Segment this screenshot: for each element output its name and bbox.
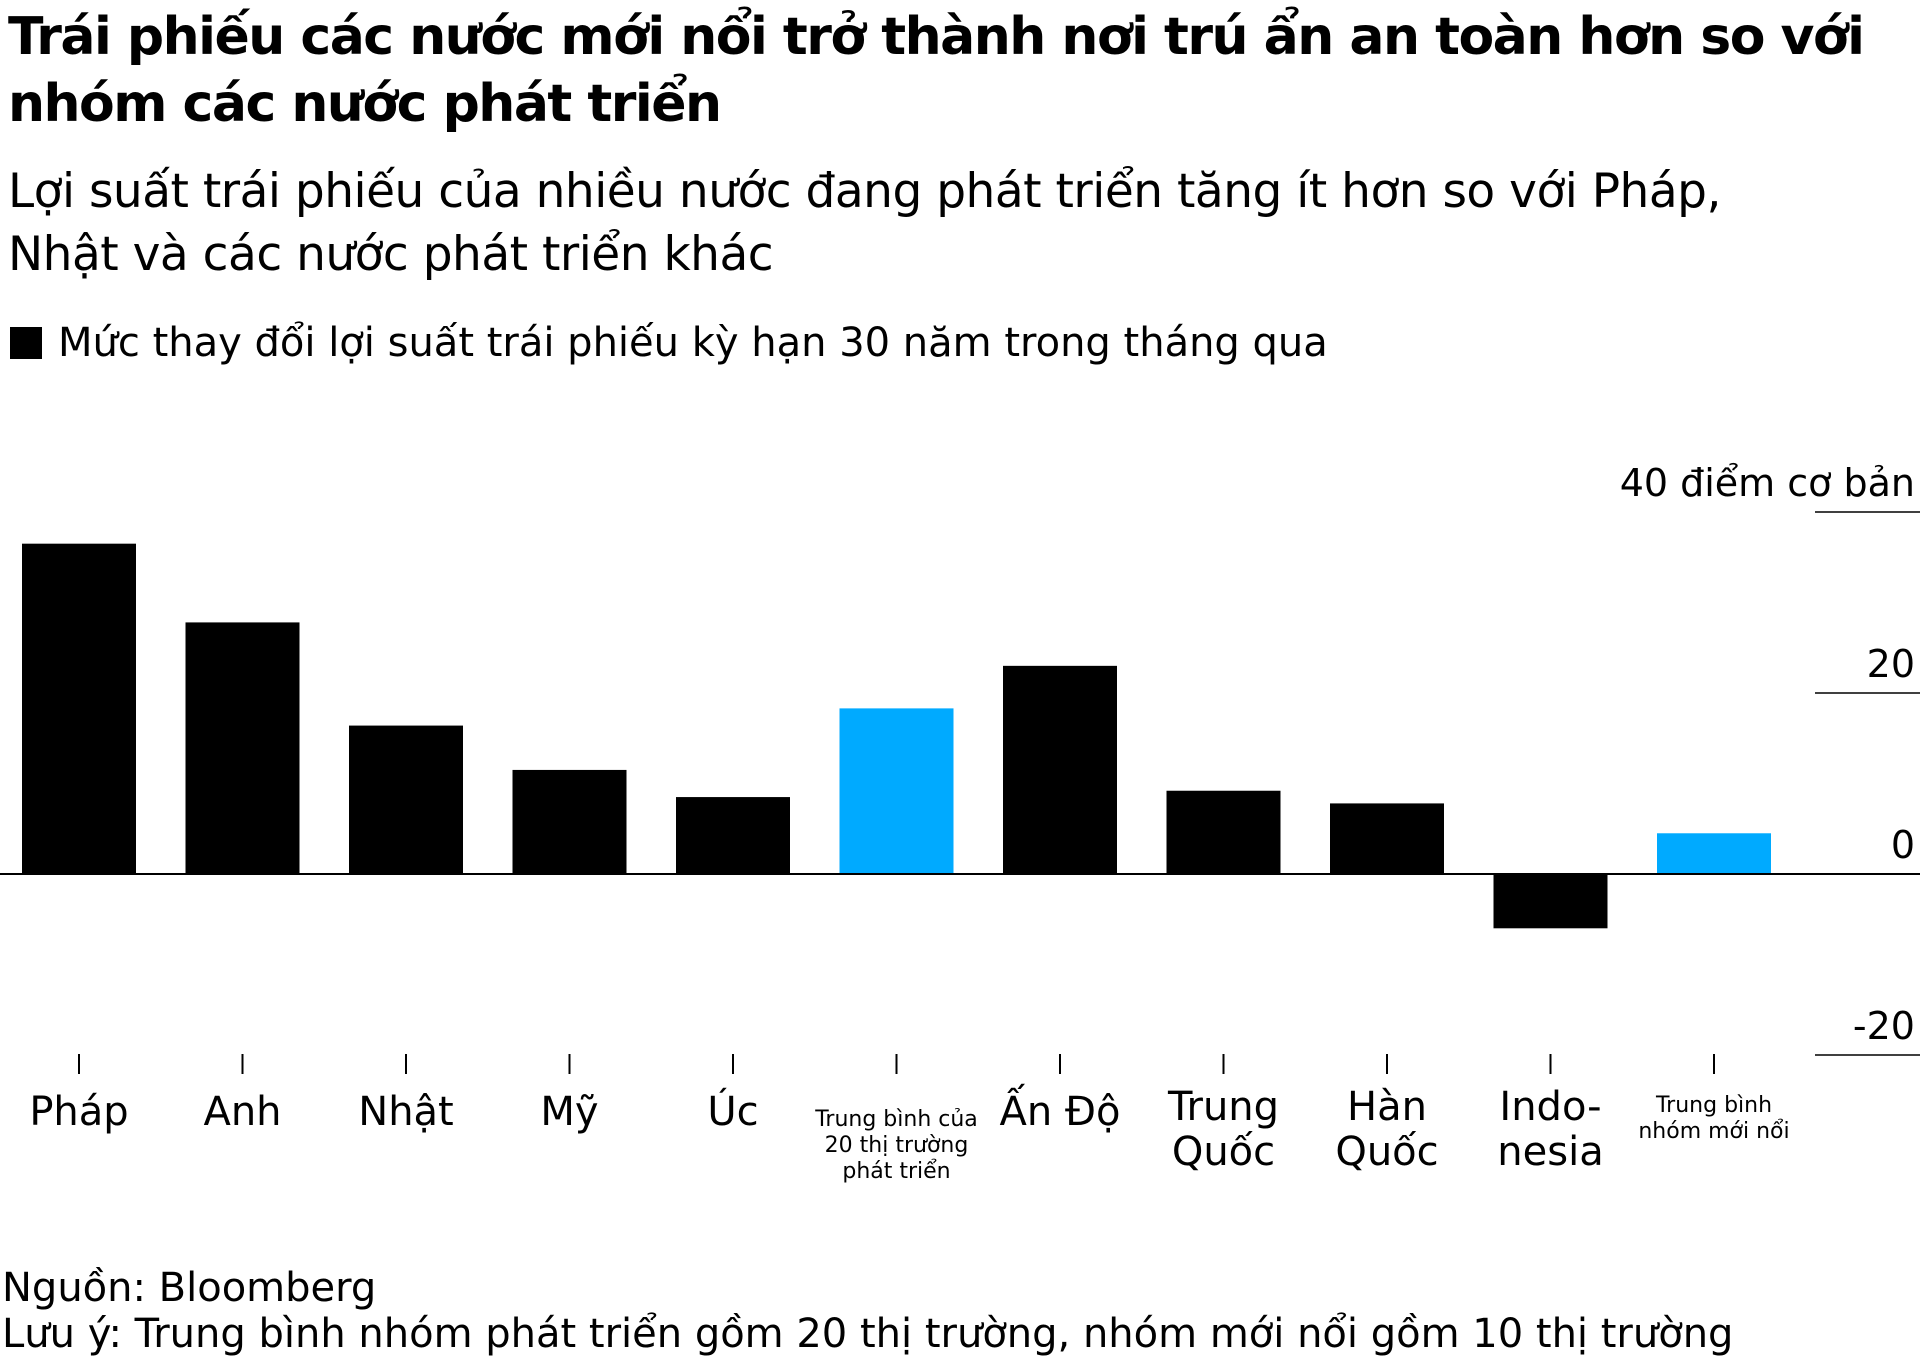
y-tick-label: 20 [1867,642,1915,686]
x-tick-label: Quốc [1172,1129,1275,1175]
x-tick-label: phát triển [842,1159,950,1184]
chart-subtitle: Lợi suất trái phiếu của nhiều nước đang … [8,164,1721,282]
bar-chart: 40 điểm cơ bản 20 0 -20 Pháp Anh Nhật Mỹ Úc Trung… [0,461,1920,1184]
bar [185,622,300,874]
bar [1493,874,1608,929]
x-tick-label: Hàn [1347,1084,1427,1130]
x-tick-label: nesia [1497,1129,1603,1175]
bar [1657,833,1771,874]
x-tick-label: Mỹ [540,1089,598,1135]
x-tick-label: Anh [203,1089,281,1135]
x-tick-label: Pháp [29,1089,128,1135]
x-tick-label: Ấn Độ [1000,1083,1121,1135]
x-tick-label: Úc [707,1087,758,1135]
y-tick-label: 0 [1891,823,1915,867]
x-tick-label: Trung bình của [814,1107,978,1132]
x-tick-label: Trung bình [1655,1093,1772,1118]
bar [1166,790,1281,874]
bar [1330,803,1444,874]
footnote: Lưu ý: Trung bình nhóm phát triển gồm 20… [2,1311,1734,1357]
legend: Mức thay đổi lợi suất trái phiếu kỳ hạn … [10,320,1328,366]
bar [512,769,627,874]
legend-swatch [10,327,42,359]
x-tick-label: Trung [1167,1084,1279,1130]
legend-label: Mức thay đổi lợi suất trái phiếu kỳ hạn … [58,320,1328,366]
x-tick-label: nhóm mới nổi [1638,1119,1789,1144]
x-tick-label: 20 thị trường [825,1133,969,1158]
bar [349,725,463,874]
bar [676,797,790,874]
bar [1003,665,1117,874]
x-tick-label: Nhật [358,1089,453,1135]
y-tick-label: -20 [1853,1004,1915,1048]
x-tick-label: Quốc [1335,1129,1438,1175]
source-note: Nguồn: Bloomberg [2,1265,377,1311]
chart-title: Trái phiếu các nước mới nổi trở thành nơ… [8,7,1865,134]
bar [839,708,954,874]
x-tick-label: Indo- [1499,1084,1601,1130]
bar [22,543,136,874]
y-tick-label: 40 điểm cơ bản [1620,461,1915,505]
